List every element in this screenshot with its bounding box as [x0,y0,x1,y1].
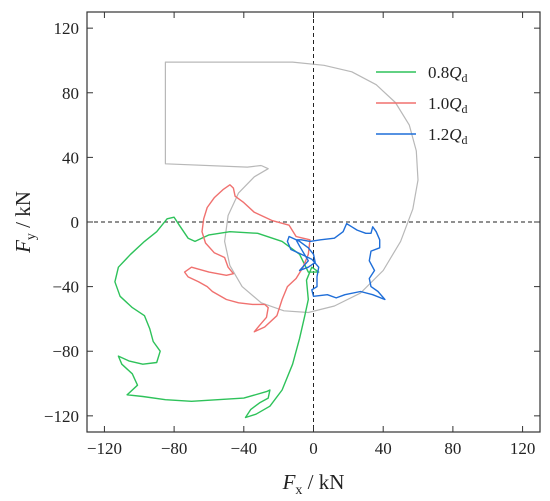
y-tick-label: 40 [62,148,79,167]
x-tick-label: 120 [510,439,536,458]
ticks-layer: −120 −80 −40 0 40 80 120 −120 −80 −40 0 40 80 120 [44,12,540,458]
x-axis-label: Fx / kN [282,470,345,498]
x-tick-label: 80 [444,439,461,458]
plot-area [87,12,540,432]
y-tick-label: −120 [44,407,79,426]
legend-label-1: 1.0Qd [428,94,468,116]
plot-layer [87,12,540,432]
y-tick-label: 120 [54,19,80,38]
y-tick-label: −80 [52,342,79,361]
y-tick-label: 80 [62,84,79,103]
legend-label-2: 1.2Qd [428,125,468,147]
axis-labels: Fx / kN Fy / kN [11,191,344,498]
volute-outline [164,61,419,314]
y-tick-label: −40 [52,278,79,297]
x-tick-label: −40 [231,439,258,458]
series-line-1 [183,184,311,333]
x-tick-label: −80 [161,439,188,458]
legend: 0.8Qd 1.0Qd 1.2Qd [376,63,468,147]
y-axis-label: Fy / kN [11,191,39,254]
legend-label-0: 0.8Qd [428,63,468,85]
x-tick-label: −120 [87,439,122,458]
x-tick-label: 0 [309,439,318,458]
y-tick-label: 0 [71,213,80,232]
series-line-2 [286,222,386,301]
series-line-0 [114,216,320,419]
x-tick-label: 40 [375,439,392,458]
